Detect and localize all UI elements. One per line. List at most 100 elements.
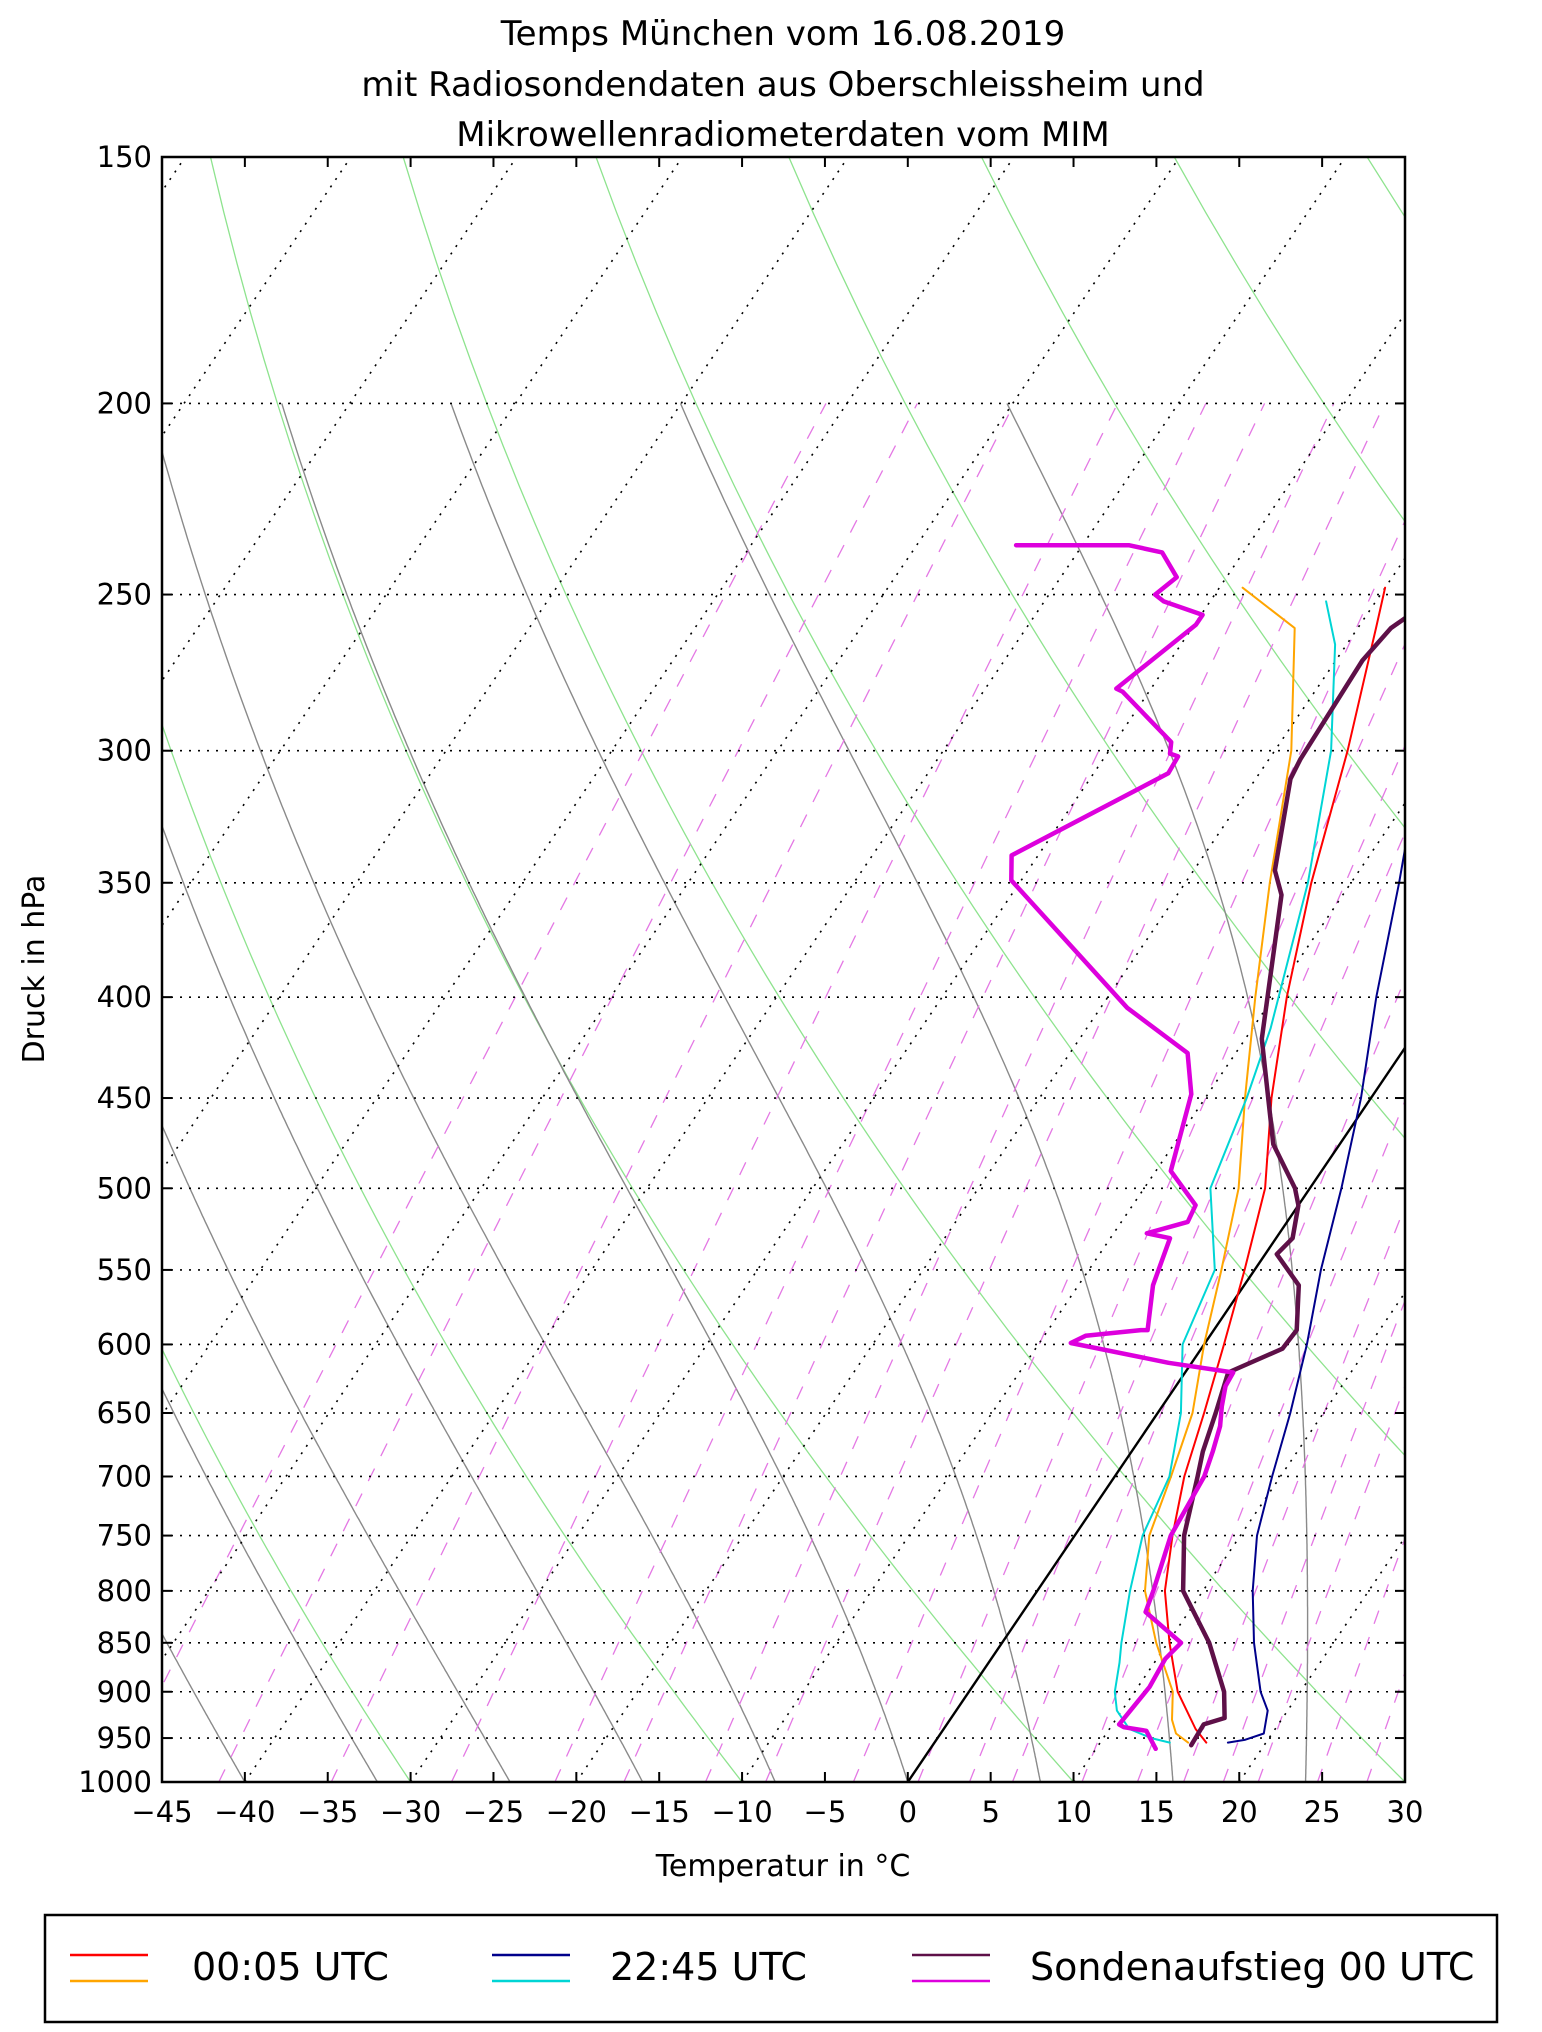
- mixing-ratio-line: [1509, 403, 1542, 1782]
- chart-title-line-1: Temps München vom 16.08.2019: [500, 14, 1066, 54]
- y-tick-label: 600: [97, 1327, 152, 1361]
- x-tick-label: 25: [1304, 1795, 1341, 1829]
- series-line-1: [1163, 586, 1387, 1744]
- isotherm: [575, 556, 1405, 1782]
- mixing-ratio-line: [1136, 1099, 1405, 1782]
- legend-label-0005: 00:05 UTC: [192, 1945, 389, 1989]
- mixing-ratio-line: [1446, 403, 1542, 1782]
- mixing-ratio-line: [162, 403, 827, 1688]
- mixing-ratio-line: [450, 403, 1119, 1782]
- isotherm: [162, 157, 849, 1172]
- isotherm: [409, 312, 1405, 1782]
- dry-adiabat: [1173, 157, 1405, 523]
- x-tick-label: −20: [546, 1795, 607, 1829]
- isotherm: [1404, 1780, 1405, 1782]
- y-tick-label: 650: [97, 1396, 152, 1430]
- x-tick-label: −45: [131, 1795, 192, 1829]
- y-axis: 150 200 250 300 350 400 450 500 550 600 650 700 750 8…: [78, 140, 1405, 1799]
- isotherm: [162, 157, 518, 683]
- moist-adiabat: [162, 1387, 379, 1782]
- mixing-ratio-line: [765, 403, 1386, 1782]
- y-tick-label: 500: [97, 1171, 152, 1205]
- x-tick-label: −10: [711, 1795, 772, 1829]
- y-tick-label: 200: [97, 386, 152, 420]
- moist-adiabat: [1006, 403, 1309, 1782]
- mixing-ratio-line: [968, 744, 1405, 1782]
- mixing-ratio-line: [1409, 403, 1542, 1782]
- y-tick-label: 400: [97, 980, 152, 1014]
- mixing-ratio-line: [704, 403, 1335, 1782]
- x-tick-label: −40: [214, 1795, 275, 1829]
- mixing-ratio-line: [330, 403, 1015, 1782]
- x-tick-label: −5: [804, 1795, 847, 1829]
- moist-adiabat: [162, 1632, 246, 1782]
- legend: 00:05 UTC 22:45 UTC Sondenaufstieg 00 UT…: [43, 1913, 1499, 2024]
- x-tick-label: 15: [1138, 1795, 1175, 1829]
- dry-adiabat: [1366, 157, 1405, 219]
- legend-box: [43, 1913, 1499, 2024]
- x-tick-label: −30: [380, 1795, 441, 1829]
- x-axis-label: Temperatur in °C: [655, 1849, 911, 1884]
- series-line-4: [1113, 600, 1337, 1744]
- y-tick-label: 950: [97, 1721, 152, 1755]
- isotherm: [244, 157, 1346, 1782]
- series-line-6: [1009, 542, 1236, 1752]
- plot-frame: [160, 155, 1407, 1784]
- moist-adiabat: [679, 403, 1174, 1782]
- thermodynamic-background: [162, 157, 1542, 1782]
- y-axis-label: Druck in hPa: [17, 875, 52, 1064]
- x-axis: −45 −40 −35 −30 −25 −20 −15 −10 −5 0 5 10 15 20 25 30: [131, 157, 1423, 1829]
- chart-title: Temps München vom 16.08.2019 mit Radioso…: [361, 14, 1204, 155]
- y-tick-label: 350: [97, 866, 152, 900]
- mixing-ratio-line: [1316, 1536, 1405, 1782]
- moist-adiabat: [162, 1123, 511, 1782]
- x-tick-label: −25: [463, 1795, 524, 1829]
- moist-adiabat: [450, 403, 1042, 1782]
- x-tick-label: 10: [1055, 1795, 1092, 1829]
- moist-adiabat: [1425, 403, 1491, 1782]
- y-tick-label: 250: [97, 578, 152, 612]
- y-tick-label: 900: [97, 1675, 152, 1709]
- mixing-ratio-line: [218, 403, 918, 1782]
- dry-adiabat: [788, 157, 1405, 1140]
- x-tick-label: 20: [1221, 1795, 1258, 1829]
- moist-adiabat: [281, 403, 909, 1782]
- dry-adiabat: [980, 157, 1405, 829]
- isotherm: [162, 157, 1015, 1417]
- mixing-ratio-line: [917, 642, 1405, 1782]
- mixing-ratio-line: [623, 403, 1266, 1782]
- isotherm: [162, 157, 1181, 1662]
- zero-degree-isotherm: [906, 1045, 1405, 1782]
- isotherm: [907, 1046, 1405, 1782]
- mixing-ratio-line: [1366, 1670, 1405, 1782]
- x-tick-label: 0: [899, 1795, 917, 1829]
- mixing-ratio-line: [1257, 1384, 1405, 1782]
- x-tick-label: −15: [629, 1795, 690, 1829]
- moist-adiabat: [162, 823, 644, 1782]
- dry-adiabat: [402, 157, 1405, 1782]
- y-tick-label: 750: [97, 1519, 152, 1553]
- chart-title-line-2: mit Radiosondendaten aus Oberschleisshei…: [361, 65, 1204, 105]
- y-tick-label: 550: [97, 1253, 152, 1287]
- y-tick-label: 850: [97, 1626, 152, 1660]
- dry-adiabat: [595, 157, 1405, 1457]
- chart-title-line-3: Mikrowellenradiometerdaten vom MIM: [456, 115, 1109, 155]
- x-tick-label: 5: [981, 1795, 999, 1829]
- dry-adiabat: [209, 157, 1074, 1782]
- x-tick-label: 30: [1387, 1795, 1424, 1829]
- x-tick-label: −35: [297, 1795, 358, 1829]
- y-tick-label: 150: [97, 140, 152, 174]
- y-tick-label: 300: [97, 734, 152, 768]
- dry-adiabat: [162, 1347, 412, 1782]
- y-tick-label: 1000: [78, 1765, 152, 1799]
- legend-label-2245: 22:45 UTC: [610, 1945, 807, 1989]
- moist-adiabat: [162, 448, 776, 1782]
- data-series: [1009, 542, 1405, 1752]
- y-tick-label: 450: [97, 1081, 152, 1115]
- y-tick-label: 700: [97, 1459, 152, 1493]
- legend-label-sonde: Sondenaufstieg 00 UTC: [1030, 1945, 1474, 1989]
- series-line-2: [1144, 586, 1296, 1744]
- series-line-5: [1180, 615, 1405, 1748]
- y-tick-label: 800: [97, 1574, 152, 1608]
